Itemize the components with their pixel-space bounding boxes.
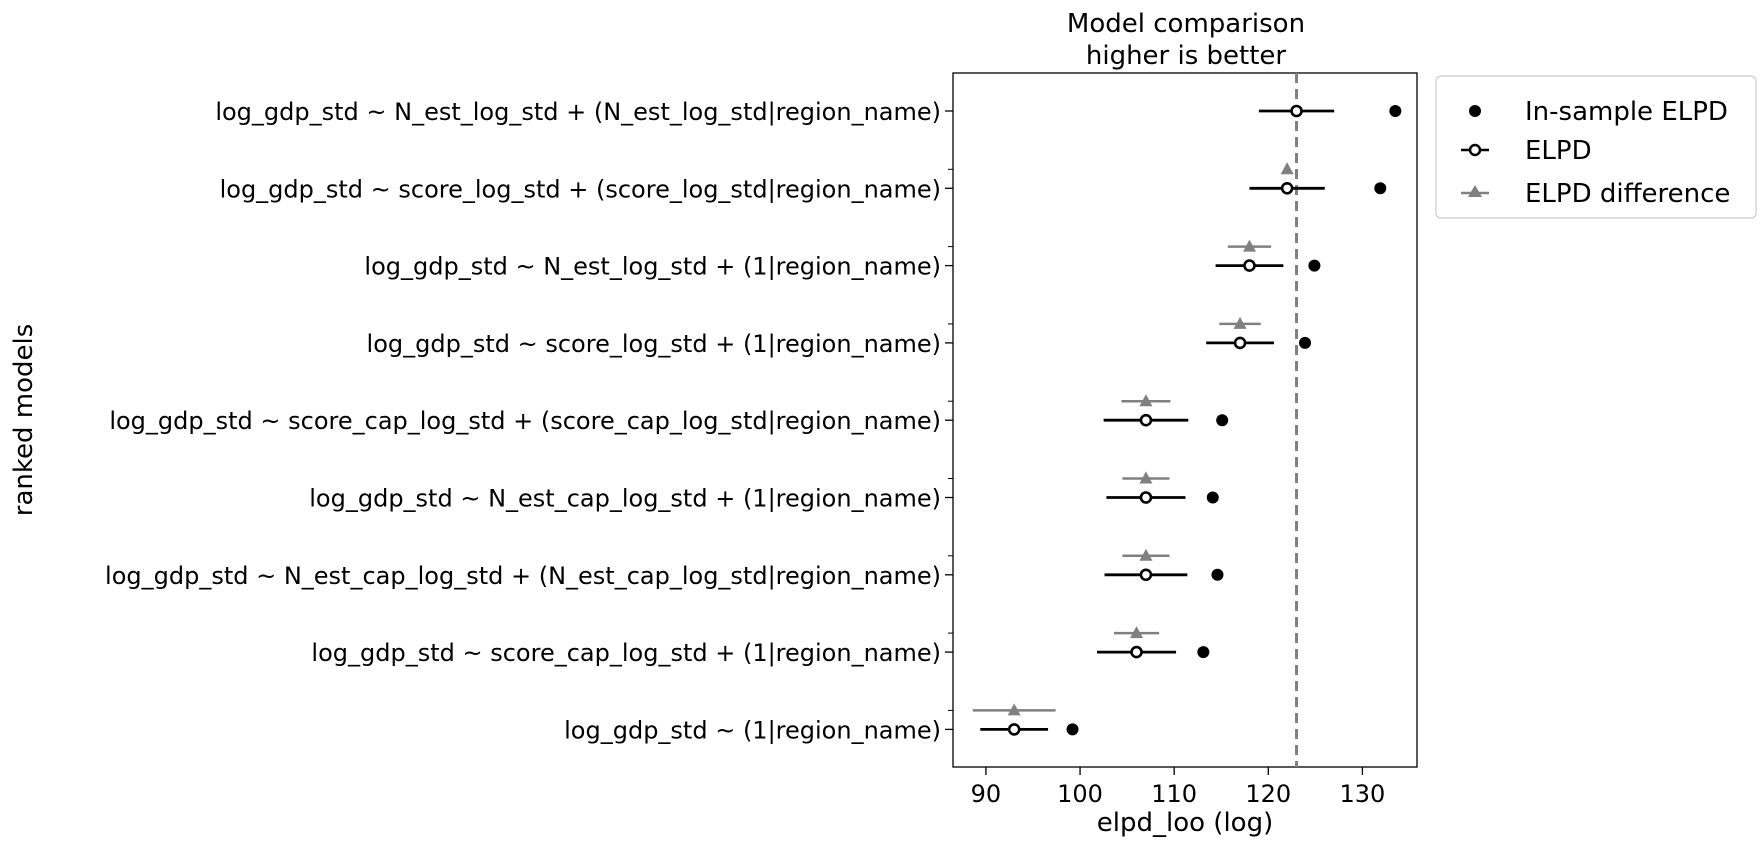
- elpd-marker: [1280, 182, 1294, 195]
- model-label: log_gdp_std ~ score_cap_log_std + (1|reg…: [311, 639, 941, 667]
- in-sample-elpd-point: [1389, 105, 1402, 117]
- elpd-difference-marker: [1139, 394, 1153, 407]
- elpd-marker: [1139, 413, 1153, 427]
- y-axis-label: ranked models: [9, 324, 39, 517]
- legend-frame: [1435, 75, 1757, 219]
- legend-in-sample-label: In-sample ELPD: [1525, 97, 1728, 127]
- in-sample-elpd-point: [1308, 259, 1321, 272]
- chart-title: Model comparison higher is better: [1067, 9, 1305, 71]
- x-axis-ticks: 90 100 110 120 130: [971, 767, 1386, 808]
- elpd-difference-marker: [1130, 626, 1144, 639]
- in-sample-elpd-point: [1066, 723, 1079, 736]
- elpd-marker: [1139, 491, 1153, 504]
- legend-elpd-marker: [1468, 143, 1482, 157]
- in-sample-elpd-point: [1374, 182, 1387, 195]
- model-label: log_gdp_std ~ score_log_std + (1|region_…: [367, 330, 941, 358]
- x-tick-label: 100: [1057, 780, 1103, 808]
- x-axis-label: elpd_loo (log): [1097, 808, 1273, 838]
- elpd-difference-marker: [1280, 162, 1294, 175]
- elpd-difference-marker: [1242, 239, 1256, 252]
- elpd-marker: [1233, 336, 1247, 350]
- elpd-difference-marker: [1139, 548, 1153, 561]
- elpd-marker: [1139, 568, 1153, 582]
- model-label: log_gdp_std ~ N_est_cap_log_std + (1|reg…: [309, 485, 941, 513]
- in-sample-elpd-series: [1066, 105, 1402, 736]
- x-tick-label: 110: [1151, 780, 1197, 808]
- legend-in-sample-marker: [1469, 105, 1481, 117]
- chart-title-line-2: higher is better: [1086, 41, 1287, 71]
- elpd-difference-marker: [1007, 703, 1021, 716]
- elpd-difference-marker: [1233, 316, 1247, 329]
- elpd-marker: [1130, 645, 1143, 659]
- model-label: log_gdp_std ~ score_cap_log_std + (score…: [109, 407, 941, 435]
- in-sample-elpd-point: [1216, 414, 1229, 427]
- model-label: log_gdp_std ~ N_est_cap_log_std + (N_est…: [105, 562, 941, 590]
- legend-diff-label: ELPD difference: [1525, 179, 1730, 209]
- elpd-marker: [1290, 104, 1303, 118]
- legend-elpd-label: ELPD: [1525, 136, 1592, 166]
- legend: In-sample ELPD ELPD ELPD difference: [1435, 75, 1757, 219]
- legend-diff-marker: [1468, 185, 1482, 197]
- elpd-difference-marker: [1139, 471, 1153, 484]
- chart-title-line-1: Model comparison: [1067, 9, 1305, 39]
- elpd-difference-series: [972, 162, 1294, 716]
- model-label: log_gdp_std ~ N_est_log_std + (1|region_…: [364, 253, 941, 281]
- in-sample-elpd-point: [1197, 646, 1210, 659]
- model-labels: log_gdp_std ~ N_est_log_std + (N_est_log…: [105, 98, 941, 744]
- y-axis-ticks: [945, 110, 953, 731]
- x-tick-label: 120: [1245, 780, 1291, 808]
- elpd-marker: [1007, 723, 1021, 736]
- x-tick-label: 130: [1340, 780, 1386, 808]
- in-sample-elpd-point: [1299, 336, 1311, 349]
- elpd-marker: [1243, 259, 1256, 272]
- in-sample-elpd-point: [1211, 568, 1224, 581]
- model-label: log_gdp_std ~ score_log_std + (score_log…: [220, 175, 941, 203]
- in-sample-elpd-point: [1206, 491, 1219, 504]
- model-label: log_gdp_std ~ (1|region_name): [564, 716, 941, 744]
- x-tick-label: 90: [971, 780, 1002, 808]
- model-label: log_gdp_std ~ N_est_log_std + (N_est_log…: [215, 98, 941, 126]
- elpd-series: [980, 104, 1335, 736]
